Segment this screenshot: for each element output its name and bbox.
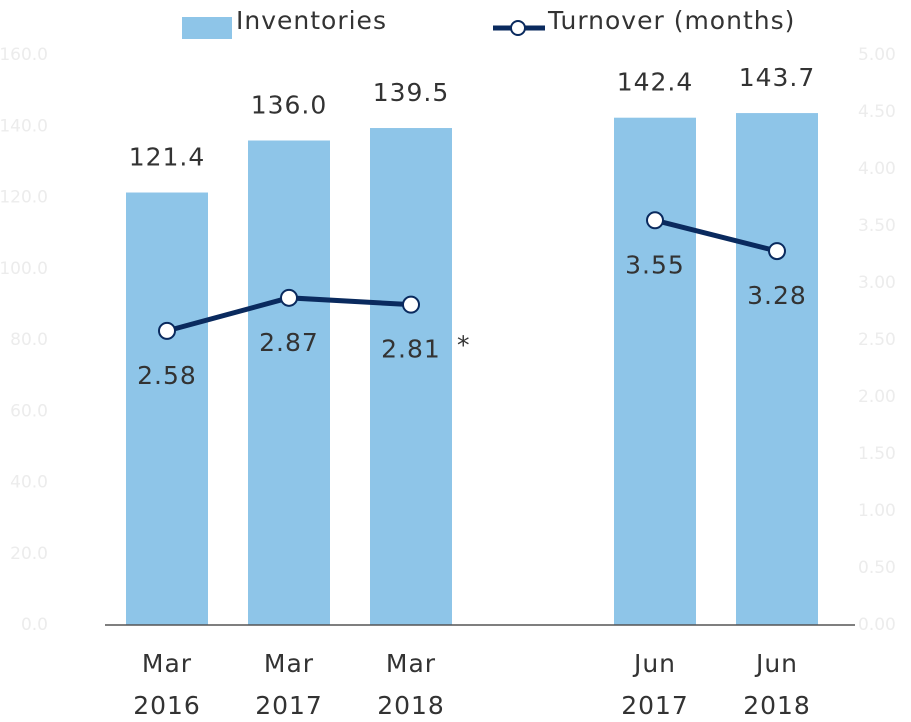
line-point: [768, 242, 786, 261]
y2-tick-label: 2.50: [858, 330, 896, 350]
bar: [736, 113, 818, 625]
legend-swatch: [510, 20, 526, 36]
y2-tick-label: 3.50: [858, 216, 896, 236]
annotation: *: [457, 331, 471, 360]
y2-tick-label: 4.00: [858, 159, 896, 179]
line-value-label: 2.58: [137, 361, 197, 390]
x-tick-label: Mar 2016: [133, 649, 201, 720]
bar: [248, 140, 330, 625]
bar: [614, 117, 696, 625]
line-point: [158, 321, 176, 340]
bar: [126, 192, 208, 625]
y-tick-label: 140.0: [0, 116, 48, 136]
line-point: [646, 211, 664, 230]
legend-label: Inventories: [236, 6, 387, 35]
legend-label: Turnover (months): [547, 6, 795, 35]
y-tick-label: 160.0: [0, 45, 48, 65]
line-value-label: 2.87: [259, 328, 319, 357]
x-tick-label: Jun 2018: [743, 649, 811, 720]
y2-tick-label: 4.50: [858, 102, 896, 122]
y2-tick-label: 5.00: [858, 45, 896, 65]
y-tick-label: 20.0: [10, 544, 48, 564]
y-tick-label: 0.0: [21, 615, 48, 635]
x-tick-label: Mar 2018: [377, 649, 445, 720]
line-point: [280, 288, 298, 307]
y2-tick-label: 0.50: [858, 558, 896, 578]
y-tick-label: 120.0: [0, 188, 48, 208]
line-point: [402, 295, 420, 314]
bar-value-label: 121.4: [129, 143, 206, 172]
line-value-label: 3.55: [625, 250, 685, 279]
x-tick-label: Jun 2017: [621, 649, 689, 720]
line-value-label: 2.81: [381, 335, 441, 364]
y2-tick-label: 1.50: [858, 444, 896, 464]
y-tick-label: 100.0: [0, 259, 48, 279]
x-tick-label: Mar 2017: [255, 649, 323, 720]
y2-tick-label: 3.00: [858, 273, 896, 293]
y2-tick-label: 1.00: [858, 501, 896, 521]
y2-tick-label: 2.00: [858, 387, 896, 407]
y-tick-label: 40.0: [10, 473, 48, 493]
y-tick-label: 60.0: [10, 401, 48, 421]
bar: [370, 128, 452, 625]
line-value-label: 3.28: [747, 281, 807, 310]
bar-value-label: 139.5: [373, 78, 450, 107]
bar-value-label: 143.7: [739, 63, 816, 92]
y-tick-label: 80.0: [10, 330, 48, 350]
bar-value-label: 142.4: [617, 68, 694, 97]
legend-swatch: [182, 17, 232, 39]
y2-tick-label: 0.00: [858, 615, 896, 635]
bar-value-label: 136.0: [251, 91, 328, 120]
